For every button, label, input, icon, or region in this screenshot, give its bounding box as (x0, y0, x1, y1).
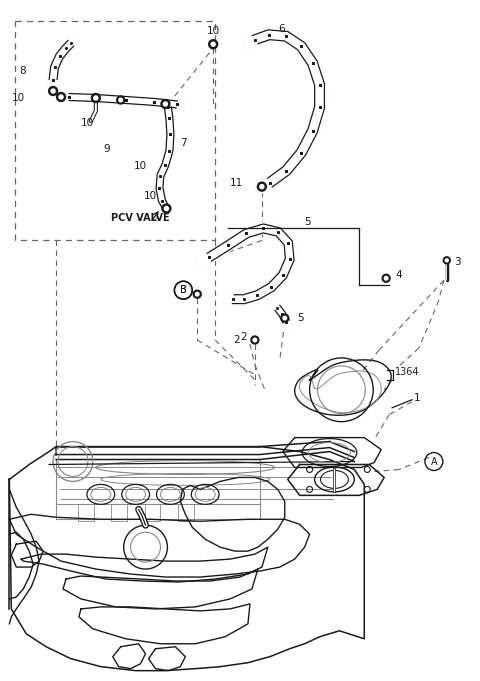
Circle shape (281, 314, 288, 322)
Text: A: A (431, 456, 437, 466)
Text: 10: 10 (207, 27, 220, 36)
Text: 2: 2 (240, 332, 247, 342)
Circle shape (193, 290, 201, 298)
Text: B: B (180, 285, 187, 295)
Text: 4: 4 (395, 270, 402, 281)
Circle shape (91, 93, 100, 102)
Circle shape (165, 206, 168, 210)
Circle shape (161, 99, 170, 108)
Text: PCV VALVE: PCV VALVE (111, 214, 169, 223)
Circle shape (384, 276, 388, 280)
Circle shape (211, 42, 215, 46)
Circle shape (163, 102, 168, 106)
Text: 5: 5 (305, 217, 311, 227)
Text: 3: 3 (454, 257, 460, 268)
Circle shape (94, 96, 98, 100)
Text: B: B (180, 285, 187, 295)
Circle shape (57, 93, 65, 101)
Circle shape (253, 338, 257, 342)
Circle shape (257, 182, 266, 191)
Text: 7: 7 (180, 138, 187, 148)
Text: 11: 11 (230, 178, 243, 188)
Circle shape (260, 185, 264, 189)
Circle shape (283, 316, 287, 320)
Text: 10: 10 (133, 161, 147, 171)
Circle shape (162, 204, 171, 213)
Circle shape (51, 89, 55, 93)
Text: 1: 1 (414, 393, 420, 402)
Circle shape (444, 257, 450, 264)
Circle shape (251, 336, 259, 344)
Text: 6: 6 (278, 25, 285, 34)
Circle shape (117, 96, 125, 104)
Text: 10: 10 (81, 118, 94, 128)
Text: 10: 10 (12, 93, 24, 103)
Circle shape (48, 86, 58, 95)
Circle shape (59, 95, 63, 99)
Text: 5: 5 (298, 313, 304, 323)
Text: 1364: 1364 (395, 367, 420, 377)
Text: 8: 8 (19, 66, 26, 76)
Text: 9: 9 (104, 144, 110, 154)
Circle shape (382, 274, 390, 282)
Circle shape (209, 39, 217, 49)
Circle shape (445, 259, 448, 262)
Text: 2: 2 (233, 335, 240, 345)
Text: 10: 10 (144, 191, 156, 201)
Circle shape (195, 292, 199, 296)
Circle shape (119, 98, 122, 101)
